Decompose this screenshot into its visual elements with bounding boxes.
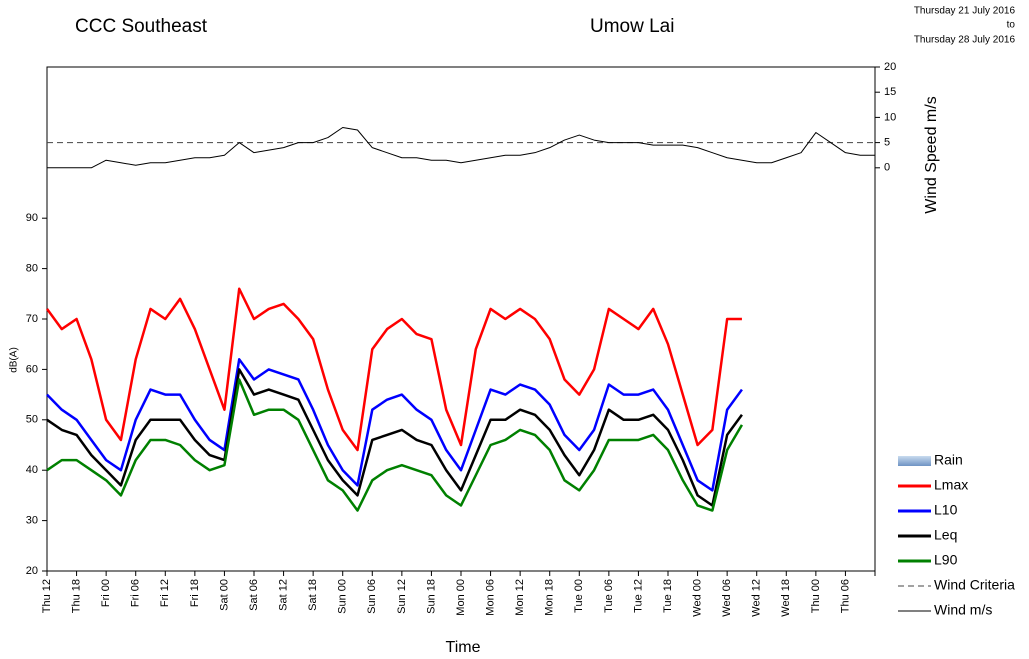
x-axis-title: Time [446, 639, 481, 656]
x-tick-label: Sat 12 [277, 579, 289, 611]
x-tick-label: Sat 06 [248, 579, 260, 611]
y2-tick-label: 5 [884, 137, 890, 149]
series-line [47, 126, 875, 169]
legend-label: Wind m/s [934, 602, 992, 618]
y-tick-label: 90 [26, 212, 38, 224]
series-line [45, 287, 742, 452]
y2-tick-label: 0 [884, 162, 890, 174]
y-tick-label: 20 [26, 565, 38, 577]
x-tick-label: Tue 18 [662, 579, 674, 613]
y-tick-label: 80 [26, 263, 38, 275]
x-tick-label: Thu 06 [839, 579, 851, 613]
x-tick-label: Thu 12 [41, 579, 53, 613]
y-tick-label: 70 [26, 313, 38, 325]
x-tick-label: Thu 00 [810, 579, 822, 613]
date-to: Thursday 28 July 2016 [914, 35, 1016, 46]
x-tick-label: Wed 12 [751, 579, 763, 617]
x-tick-label: Fri 06 [130, 579, 142, 607]
x-tick-label: Mon 18 [544, 579, 556, 616]
x-tick-label: Tue 12 [632, 579, 644, 613]
legend-swatch [898, 456, 931, 466]
date-from: Thursday 21 July 2016 [914, 6, 1016, 17]
x-tick-label: Mon 06 [484, 579, 496, 616]
legend-label: Lmax [934, 477, 968, 493]
x-tick-label: Tue 00 [573, 579, 585, 613]
y2-tick-label: 10 [884, 111, 896, 123]
legend-label: Wind Criteria [934, 577, 1015, 593]
y-tick-label: 50 [26, 414, 38, 426]
x-tick-label: Sun 12 [396, 579, 408, 614]
y2-axis-title: Wind Speed m/s [923, 96, 940, 213]
y2-tick-label: 20 [884, 61, 896, 73]
x-tick-label: Wed 18 [780, 579, 792, 617]
x-tick-label: Mon 00 [455, 579, 467, 616]
y-tick-label: 60 [26, 363, 38, 375]
legend-label: Leq [934, 527, 957, 543]
x-tick-label: Fri 12 [159, 579, 171, 607]
legend-label: Rain [934, 452, 963, 468]
date-separator: to [1007, 20, 1016, 31]
y-tick-label: 30 [26, 515, 38, 527]
chart-subtitle: Umow Lai [590, 16, 674, 37]
legend-label: L10 [934, 502, 958, 518]
y2-tick-label: 15 [884, 86, 896, 98]
x-tick-label: Wed 06 [721, 579, 733, 617]
chart-title: CCC Southeast [75, 16, 208, 37]
series-line [46, 368, 743, 507]
x-tick-label: Sun 00 [337, 579, 349, 614]
x-tick-label: Thu 18 [70, 579, 82, 613]
y-axis-title: dB(A) [9, 347, 20, 373]
y-tick-label: 40 [26, 464, 38, 476]
x-tick-label: Sun 18 [425, 579, 437, 614]
x-tick-label: Sun 06 [366, 579, 378, 614]
x-tick-label: Sat 18 [307, 579, 319, 611]
legend-label: L90 [934, 552, 958, 568]
series-line [46, 358, 743, 492]
x-tick-label: Fri 18 [189, 579, 201, 607]
x-tick-label: Mon 12 [514, 579, 526, 616]
x-tick-label: Sat 00 [218, 579, 230, 611]
series-line [46, 378, 744, 512]
x-tick-label: Fri 00 [100, 579, 112, 607]
x-tick-label: Wed 00 [691, 579, 703, 617]
x-tick-label: Tue 06 [603, 579, 615, 613]
